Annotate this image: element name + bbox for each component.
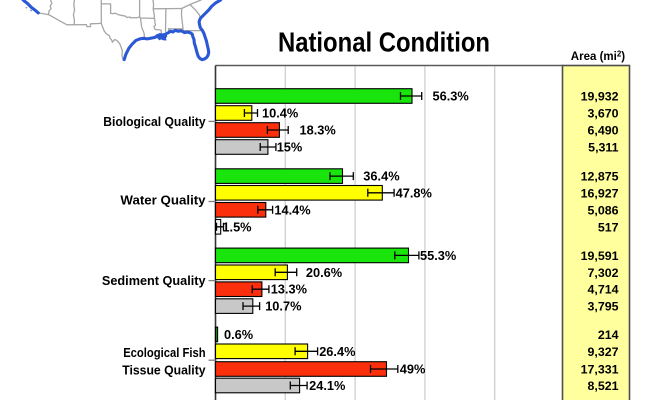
svg-text:Biological Quality: Biological Quality: [103, 114, 206, 129]
svg-text:Ecological Fish: Ecological Fish: [123, 345, 205, 360]
svg-text:19,932: 19,932: [581, 90, 619, 104]
svg-text:Tissue Quality: Tissue Quality: [122, 362, 206, 377]
svg-text:19,591: 19,591: [581, 249, 619, 263]
svg-text:8,521: 8,521: [587, 379, 618, 393]
svg-text:10.4%: 10.4%: [262, 106, 299, 121]
svg-text:13.3%: 13.3%: [271, 282, 308, 297]
svg-text:9,327: 9,327: [587, 345, 618, 359]
svg-text:4,714: 4,714: [587, 283, 618, 297]
svg-text:1.5%: 1.5%: [222, 219, 252, 234]
svg-text:Water Quality: Water Quality: [120, 193, 206, 208]
svg-text:6,490: 6,490: [587, 124, 618, 138]
svg-text:3,795: 3,795: [587, 300, 618, 314]
svg-text:Sediment Quality: Sediment Quality: [102, 273, 206, 288]
svg-text:18.3%: 18.3%: [300, 123, 337, 138]
svg-text:26.4%: 26.4%: [319, 344, 356, 359]
svg-text:0.6%: 0.6%: [224, 327, 254, 342]
svg-text:12,875: 12,875: [581, 170, 619, 184]
svg-text:5,086: 5,086: [587, 203, 618, 217]
svg-text:National Condition: National Condition: [278, 27, 490, 58]
svg-text:16,927: 16,927: [581, 186, 619, 200]
svg-text:56.3%: 56.3%: [433, 89, 470, 104]
svg-text:36.4%: 36.4%: [363, 169, 400, 184]
svg-text:214: 214: [598, 328, 619, 342]
svg-text:5,311: 5,311: [588, 141, 618, 155]
svg-text:49%: 49%: [400, 362, 426, 377]
svg-text:7,302: 7,302: [587, 266, 618, 280]
svg-text:517: 517: [598, 220, 619, 234]
svg-text:47.8%: 47.8%: [396, 185, 433, 200]
svg-text:24.1%: 24.1%: [309, 378, 346, 393]
svg-text:55.3%: 55.3%: [420, 248, 457, 263]
svg-text:3,670: 3,670: [587, 107, 618, 121]
svg-text:15%: 15%: [277, 140, 303, 155]
svg-text:10.7%: 10.7%: [265, 299, 302, 314]
svg-text:20.6%: 20.6%: [306, 265, 343, 280]
svg-text:14.4%: 14.4%: [274, 202, 311, 217]
svg-text:Area (mi2): Area (mi2): [571, 50, 625, 64]
svg-text:17,331: 17,331: [581, 363, 619, 377]
